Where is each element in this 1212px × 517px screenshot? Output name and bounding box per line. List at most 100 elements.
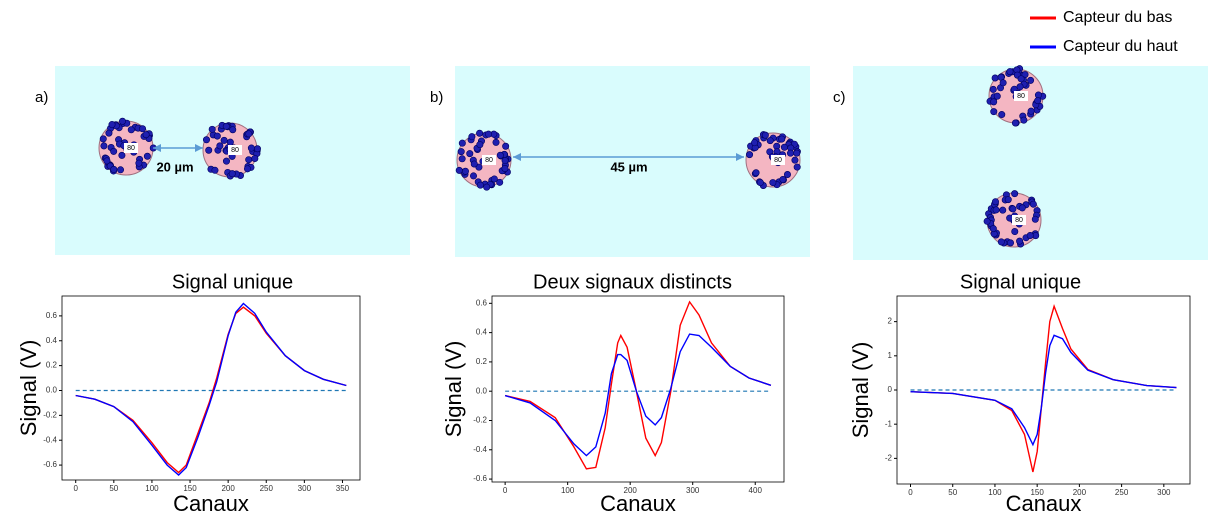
particle <box>1011 190 1019 198</box>
particle <box>761 131 769 139</box>
particle <box>455 166 463 174</box>
particle <box>476 141 484 149</box>
particle <box>135 159 143 167</box>
x-tick-label: 300 <box>686 486 700 495</box>
particle <box>769 179 777 187</box>
particle <box>117 166 125 174</box>
particle <box>216 142 224 150</box>
particle <box>492 138 500 146</box>
particle <box>100 142 108 150</box>
particle <box>142 131 150 139</box>
y-tick-label: -0.2 <box>43 410 57 419</box>
particle <box>470 160 478 168</box>
cell-tag <box>771 155 785 165</box>
particle <box>226 138 234 146</box>
particle <box>253 145 261 153</box>
particle <box>783 171 791 179</box>
particle <box>208 125 216 133</box>
particle <box>247 144 255 152</box>
signal-line <box>504 333 772 457</box>
particle <box>1027 107 1035 115</box>
cell-tag <box>228 145 242 155</box>
particle <box>476 181 484 189</box>
y-tick-label: -0.4 <box>43 435 57 444</box>
particle <box>457 148 465 156</box>
x-tick-label: 300 <box>1157 488 1171 497</box>
particle <box>476 129 484 137</box>
particle <box>211 166 219 174</box>
particle <box>118 117 126 125</box>
particle <box>108 121 116 129</box>
y-tick-label: -2 <box>885 453 893 462</box>
particle <box>229 126 237 134</box>
x-tick-label: 0 <box>503 486 508 495</box>
particle <box>1018 204 1026 212</box>
particle <box>222 122 230 130</box>
cell-label: 80 <box>127 145 135 152</box>
y-tick-label: -0.4 <box>473 445 487 454</box>
distance-label: 45 µm <box>610 159 647 174</box>
y-axis-label: Signal (V) <box>441 341 466 438</box>
particle <box>793 163 801 171</box>
particle <box>991 74 999 82</box>
particle <box>222 157 230 165</box>
particle <box>485 130 493 138</box>
x-tick-label: 150 <box>183 484 197 493</box>
y-axis-label: Signal (V) <box>848 342 873 439</box>
signal-line <box>75 302 347 476</box>
particle <box>999 206 1007 214</box>
particle <box>99 135 107 143</box>
particle <box>461 167 469 175</box>
distance-label: 20 µm <box>156 159 193 174</box>
particle <box>1006 68 1014 76</box>
legend-label: Capteur du haut <box>1063 38 1178 55</box>
particle <box>751 139 759 147</box>
particle <box>992 206 1000 214</box>
particle <box>118 151 126 159</box>
particle <box>990 108 998 116</box>
particle <box>105 129 113 137</box>
x-tick-label: 300 <box>298 484 312 493</box>
y-tick-label: 0.0 <box>46 386 58 395</box>
particle <box>983 217 991 225</box>
particle <box>756 179 764 187</box>
particle <box>110 147 118 155</box>
cell-label: 80 <box>1017 93 1025 100</box>
particle <box>103 157 111 165</box>
x-tick-label: 0 <box>73 484 78 493</box>
caption: Signal unique <box>960 271 1081 293</box>
y-tick-label: -1 <box>885 419 893 428</box>
x-tick-label: 50 <box>948 488 957 497</box>
signal-line <box>910 334 1177 447</box>
y-tick-label: -0.2 <box>473 416 487 425</box>
particle <box>990 98 998 106</box>
particle <box>1011 228 1019 236</box>
particle <box>1016 237 1024 245</box>
particle <box>1034 97 1042 105</box>
particle <box>139 125 147 133</box>
plot-area <box>491 295 785 483</box>
y-tick-label: 1 <box>888 351 893 360</box>
particle <box>1027 76 1035 84</box>
particle <box>989 85 997 93</box>
y-tick-label: 0.2 <box>46 361 58 370</box>
particle <box>143 152 151 160</box>
y-axis-label: Signal (V) <box>16 340 41 437</box>
y-tick-label: -0.6 <box>43 460 57 469</box>
legend-label: Capteur du bas <box>1063 9 1172 26</box>
particle <box>110 165 118 173</box>
particle <box>1007 239 1015 247</box>
particle <box>989 225 997 233</box>
particle <box>1004 196 1012 204</box>
y-tick-label: 0.4 <box>46 336 58 345</box>
particle <box>1006 214 1014 222</box>
particle <box>780 143 788 151</box>
x-tick-label: 400 <box>749 486 763 495</box>
x-tick-label: 200 <box>624 486 638 495</box>
cell-label: 80 <box>774 157 782 164</box>
x-axis-label: Canaux <box>1006 491 1082 516</box>
panel-label: a) <box>35 89 48 106</box>
particle <box>793 149 801 157</box>
plot-area <box>61 295 361 481</box>
particle <box>490 175 498 183</box>
